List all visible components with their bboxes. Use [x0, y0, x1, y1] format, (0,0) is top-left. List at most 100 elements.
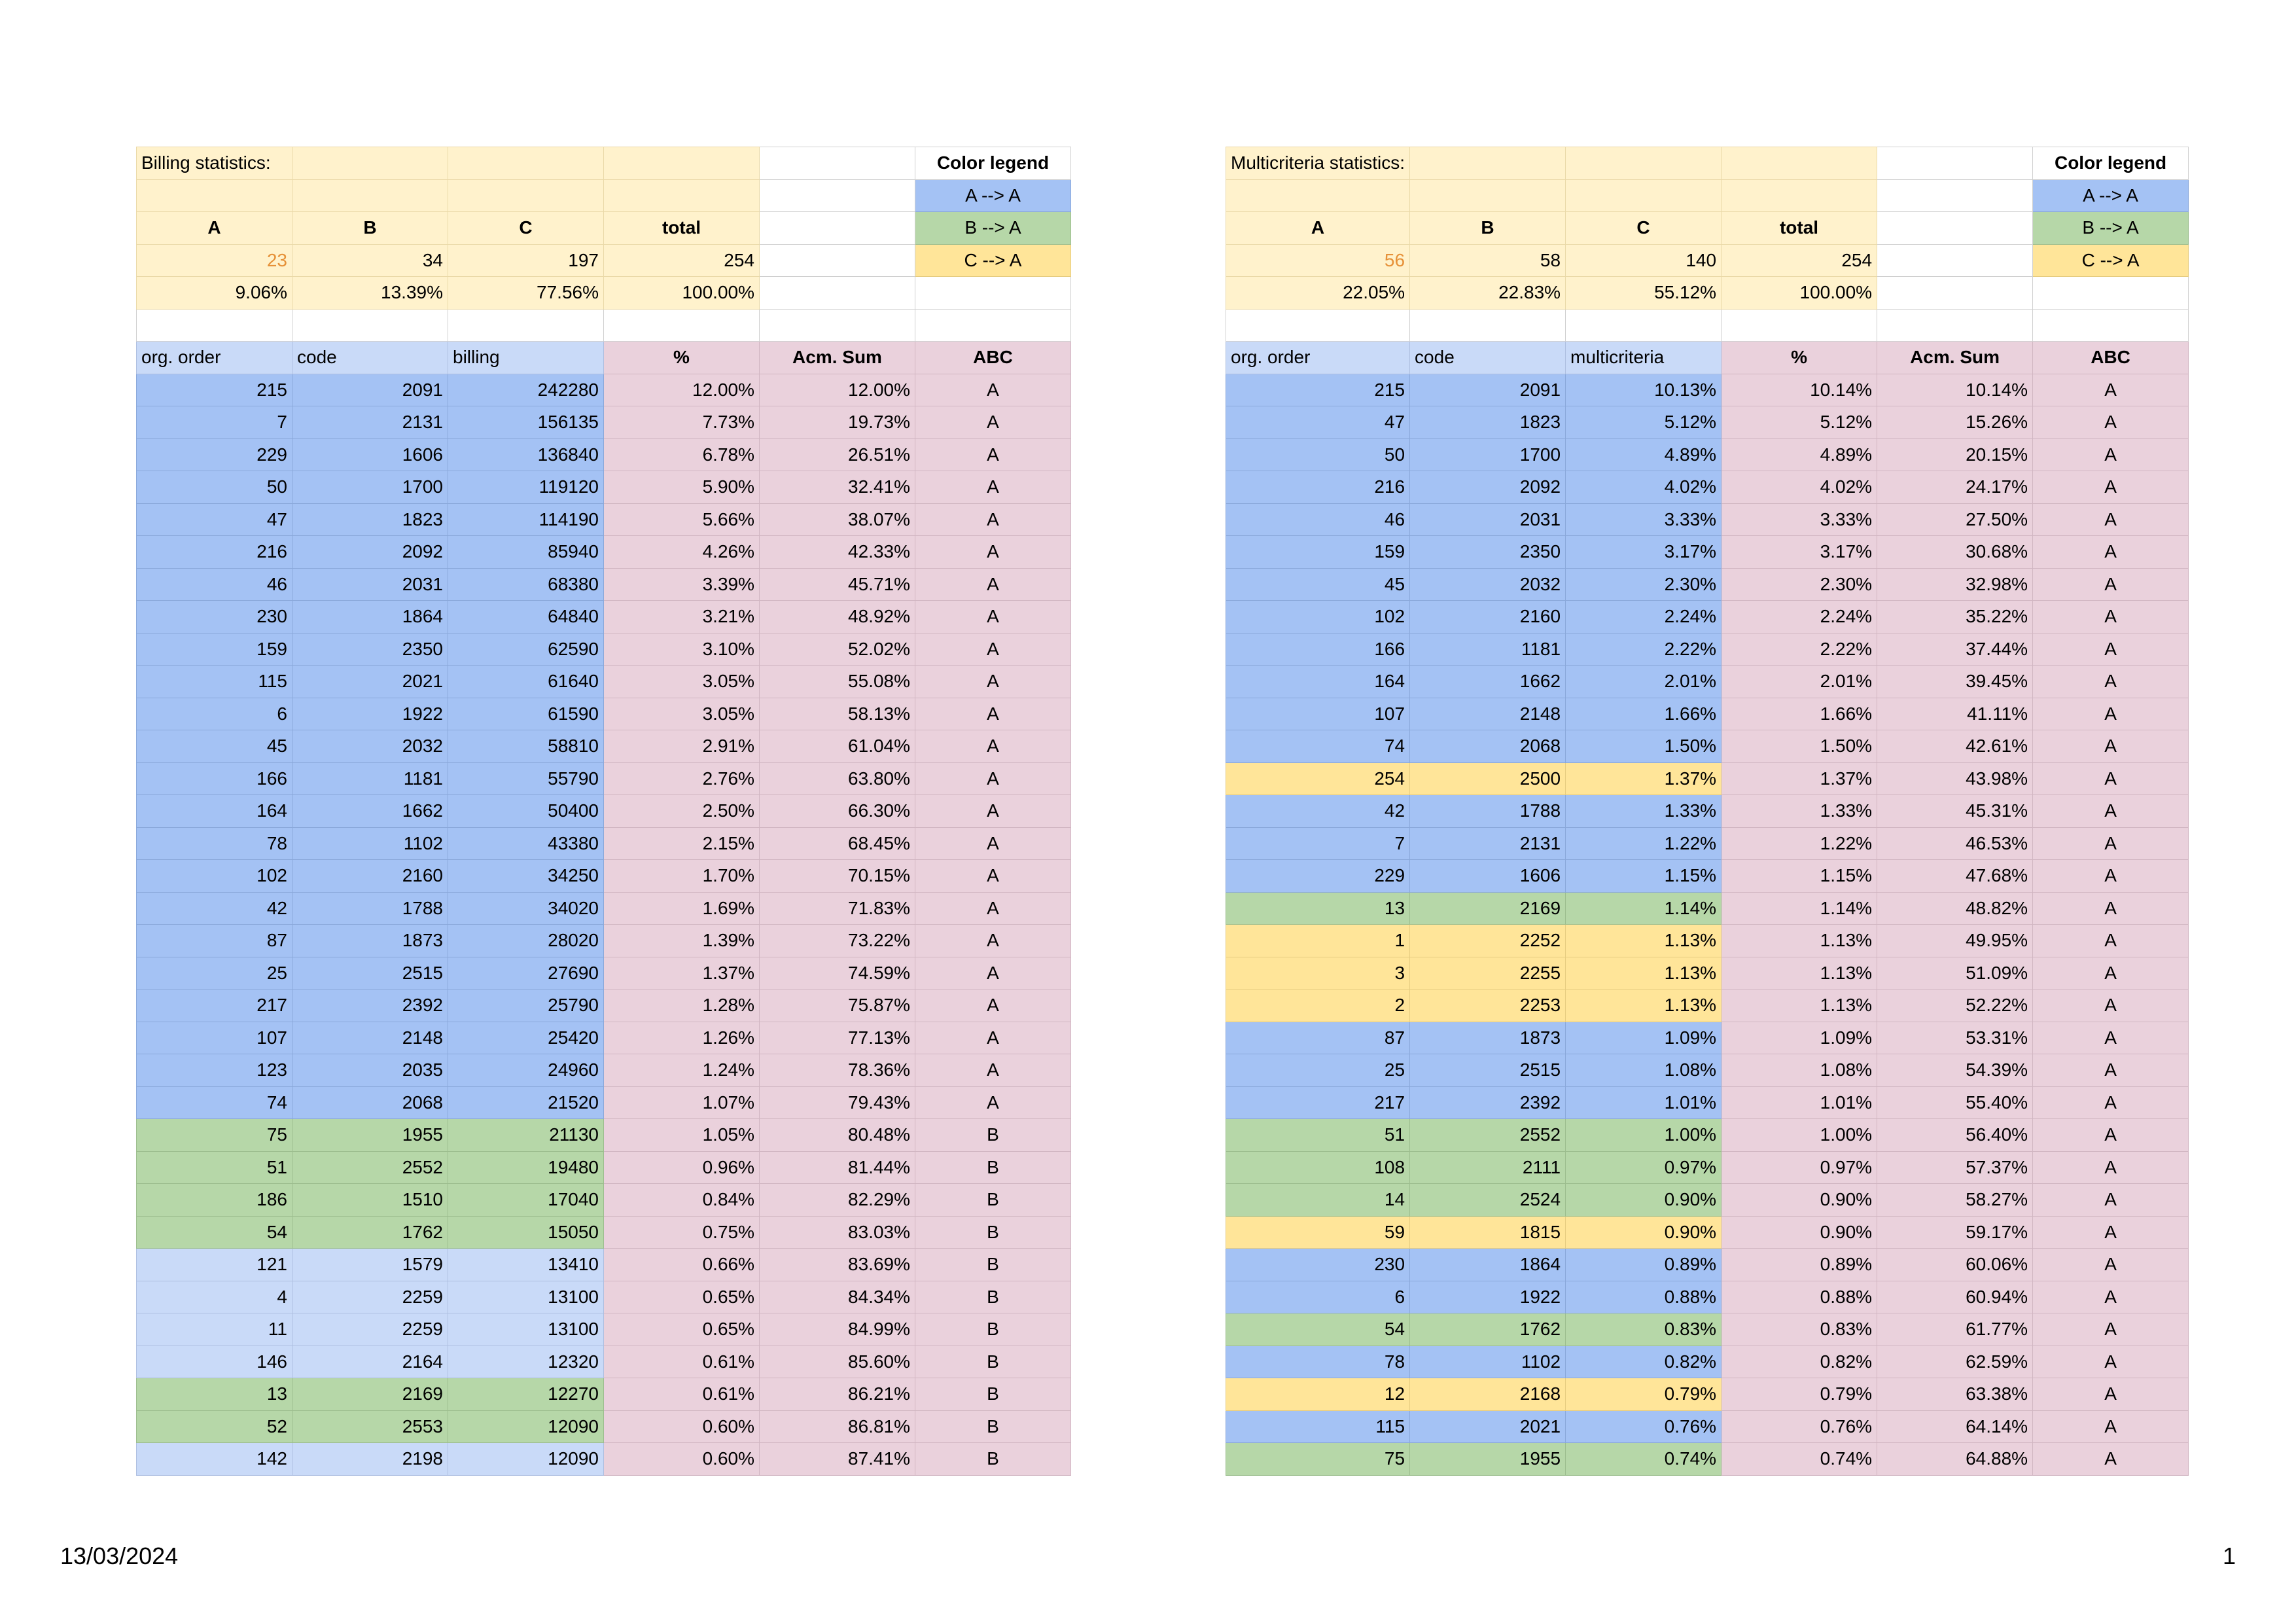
empty-cell[interactable]	[1409, 308, 1566, 342]
column-header[interactable]: %	[603, 341, 760, 374]
data-cell[interactable]: 5.90%	[603, 471, 760, 504]
data-cell[interactable]: A	[2032, 471, 2189, 504]
data-cell[interactable]: 61590	[448, 697, 604, 730]
data-cell[interactable]: 25790	[448, 989, 604, 1022]
data-cell[interactable]: 2500	[1409, 762, 1566, 795]
data-cell[interactable]: A	[2032, 1215, 2189, 1249]
data-cell[interactable]: 12	[1225, 1378, 1411, 1411]
data-cell[interactable]: 1102	[292, 827, 448, 860]
data-cell[interactable]: 0.60%	[603, 1442, 760, 1476]
data-cell[interactable]: 85940	[448, 535, 604, 569]
data-cell[interactable]: 32.41%	[759, 471, 915, 504]
data-cell[interactable]: B	[915, 1248, 1071, 1281]
data-cell[interactable]: 62590	[448, 632, 604, 666]
empty-cell[interactable]	[136, 308, 292, 342]
data-cell[interactable]: 1.22%	[1721, 827, 1878, 860]
data-cell[interactable]: 24960	[448, 1054, 604, 1087]
class-count[interactable]: 140	[1565, 243, 1722, 277]
data-cell[interactable]: 25	[136, 956, 292, 990]
data-cell[interactable]: A	[2032, 665, 2189, 698]
data-cell[interactable]: A	[915, 471, 1071, 504]
data-cell[interactable]: 42.61%	[1877, 730, 2034, 763]
data-cell[interactable]: 0.83%	[1721, 1313, 1878, 1346]
data-cell[interactable]: 1700	[1409, 438, 1566, 471]
data-cell[interactable]: 12.00%	[759, 373, 915, 406]
data-cell[interactable]: A	[915, 989, 1071, 1022]
data-cell[interactable]: 2.24%	[1721, 600, 1878, 633]
data-cell[interactable]: 56.40%	[1877, 1118, 2034, 1152]
data-cell[interactable]: 1.13%	[1721, 956, 1878, 990]
empty-cell[interactable]	[1721, 179, 1878, 212]
empty-cell[interactable]	[1565, 308, 1722, 342]
data-cell[interactable]: 4.89%	[1565, 438, 1722, 471]
data-cell[interactable]: 6.78%	[603, 438, 760, 471]
data-cell[interactable]: 52	[136, 1410, 292, 1443]
data-cell[interactable]: 48.82%	[1877, 891, 2034, 925]
class-count[interactable]: 254	[603, 243, 760, 277]
data-cell[interactable]: 82.29%	[759, 1183, 915, 1217]
data-cell[interactable]: 80.48%	[759, 1118, 915, 1152]
class-label[interactable]: C	[1565, 211, 1722, 245]
data-cell[interactable]: 119120	[448, 471, 604, 504]
data-cell[interactable]: 1955	[292, 1118, 448, 1152]
data-cell[interactable]: 12090	[448, 1442, 604, 1476]
data-cell[interactable]: 83.69%	[759, 1248, 915, 1281]
data-cell[interactable]: 2131	[1409, 827, 1566, 860]
data-cell[interactable]: 1.05%	[603, 1118, 760, 1152]
data-cell[interactable]: A	[915, 827, 1071, 860]
data-cell[interactable]: 46	[136, 567, 292, 601]
data-cell[interactable]: A	[915, 730, 1071, 763]
data-cell[interactable]: 15.26%	[1877, 406, 2034, 439]
column-header[interactable]: Acm. Sum	[1877, 341, 2034, 374]
data-cell[interactable]: 45.71%	[759, 567, 915, 601]
data-cell[interactable]: 1606	[1409, 859, 1566, 893]
data-cell[interactable]: 6	[136, 697, 292, 730]
data-cell[interactable]: 166	[136, 762, 292, 795]
data-cell[interactable]: 24.17%	[1877, 471, 2034, 504]
data-cell[interactable]: 4.89%	[1721, 438, 1878, 471]
data-cell[interactable]: 142	[136, 1442, 292, 1476]
data-cell[interactable]: B	[915, 1313, 1071, 1346]
data-cell[interactable]: 0.60%	[603, 1410, 760, 1443]
data-cell[interactable]: 3.33%	[1721, 503, 1878, 536]
data-cell[interactable]: 51.09%	[1877, 956, 2034, 990]
data-cell[interactable]: 1	[1225, 924, 1411, 957]
legend-c-to-a[interactable]: C --> A	[2032, 243, 2189, 277]
data-cell[interactable]: 1.33%	[1565, 794, 1722, 828]
empty-cell[interactable]	[1225, 179, 1411, 212]
data-cell[interactable]: 11	[136, 1313, 292, 1346]
data-cell[interactable]: 1955	[1409, 1442, 1566, 1476]
data-cell[interactable]: 2552	[292, 1150, 448, 1184]
data-cell[interactable]: 20.15%	[1877, 438, 2034, 471]
data-cell[interactable]: 0.82%	[1721, 1345, 1878, 1378]
data-cell[interactable]: 59	[1225, 1215, 1411, 1249]
data-cell[interactable]: 114190	[448, 503, 604, 536]
empty-cell[interactable]	[1409, 179, 1566, 212]
data-cell[interactable]: 1.13%	[1721, 989, 1878, 1022]
data-cell[interactable]: 34020	[448, 891, 604, 925]
data-cell[interactable]: 21130	[448, 1118, 604, 1152]
empty-cell[interactable]	[136, 179, 292, 212]
class-count[interactable]: 254	[1721, 243, 1878, 277]
empty-cell[interactable]	[603, 179, 760, 212]
data-cell[interactable]: 0.83%	[1565, 1313, 1722, 1346]
column-header[interactable]: ABC	[915, 341, 1071, 374]
class-percent[interactable]: 55.12%	[1565, 276, 1722, 310]
data-cell[interactable]: 7	[1225, 827, 1411, 860]
data-cell[interactable]: 1.33%	[1721, 794, 1878, 828]
data-cell[interactable]: B	[915, 1378, 1071, 1411]
empty-cell[interactable]	[759, 276, 915, 310]
data-cell[interactable]: 0.76%	[1565, 1410, 1722, 1443]
data-cell[interactable]: 53.31%	[1877, 1021, 2034, 1054]
data-cell[interactable]: 0.89%	[1565, 1248, 1722, 1281]
data-cell[interactable]: 10.14%	[1721, 373, 1878, 406]
data-cell[interactable]: 1.28%	[603, 989, 760, 1022]
data-cell[interactable]: 2252	[1409, 924, 1566, 957]
data-cell[interactable]: A	[915, 535, 1071, 569]
data-cell[interactable]: 2.01%	[1721, 665, 1878, 698]
data-cell[interactable]: 78	[136, 827, 292, 860]
class-label[interactable]: total	[603, 211, 760, 245]
data-cell[interactable]: 59.17%	[1877, 1215, 2034, 1249]
data-cell[interactable]: 215	[1225, 373, 1411, 406]
data-cell[interactable]: 64.14%	[1877, 1410, 2034, 1443]
